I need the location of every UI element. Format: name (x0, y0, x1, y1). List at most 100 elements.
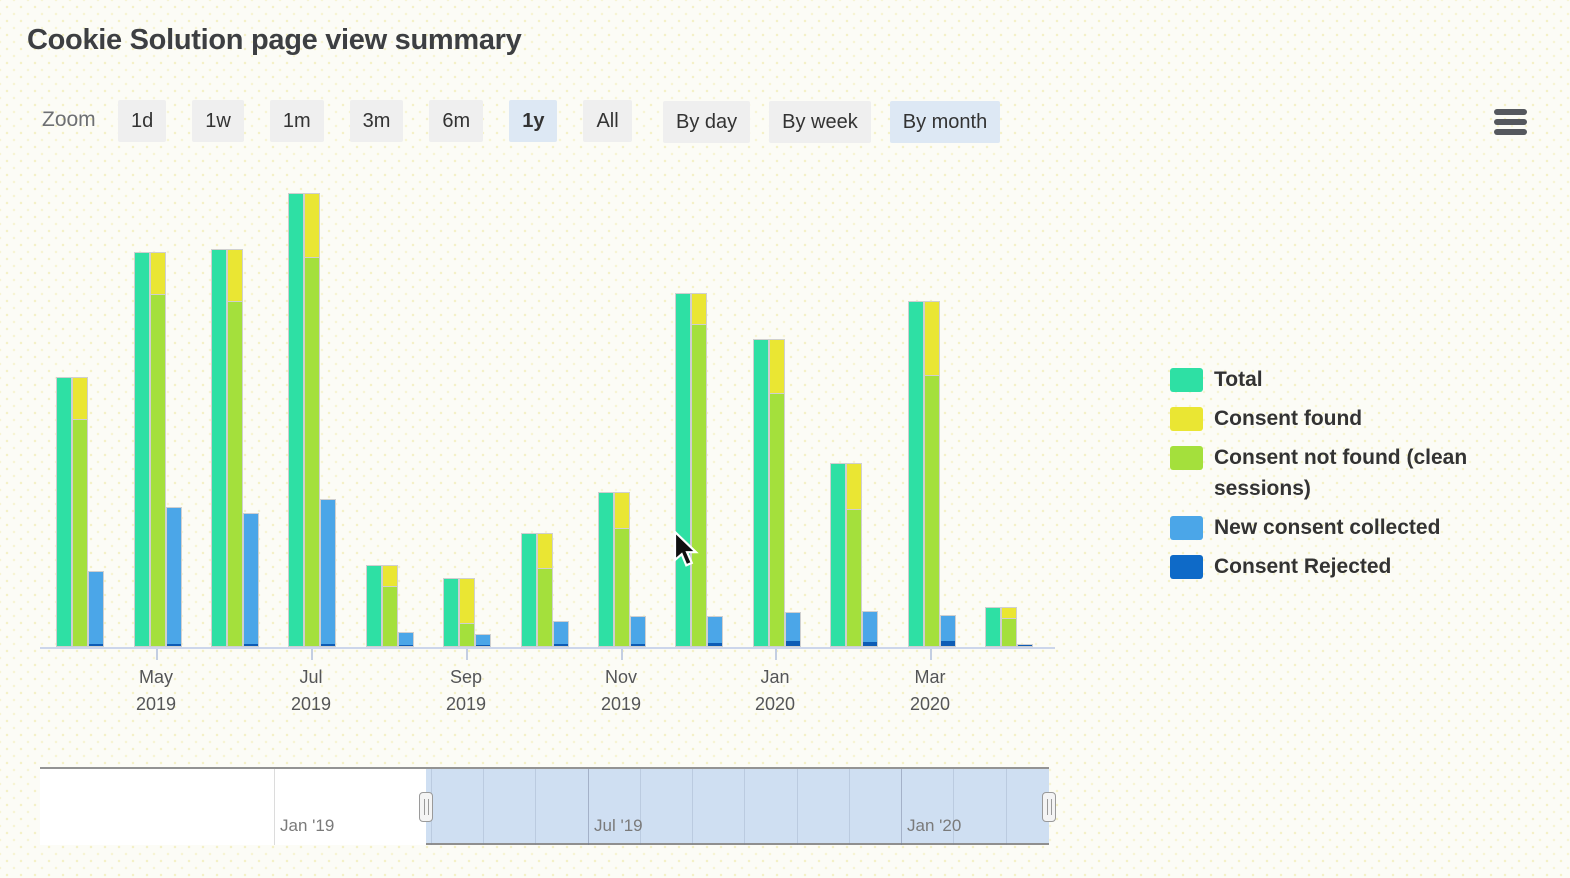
x-axis-label: Jul 2019 (290, 667, 332, 714)
bar-consent-found-feb-2020 (847, 464, 861, 510)
navigator-right-handle[interactable] (1042, 792, 1056, 822)
legend-item-total[interactable]: Total (1170, 364, 1560, 395)
navigator-gridline (535, 769, 536, 845)
zoom-button-all[interactable]: All (583, 100, 632, 142)
bar-new-consent-jul-2019[interactable] (320, 499, 336, 647)
bar-consent-stack-aug-2019[interactable] (382, 565, 398, 647)
bar-consent-stack-may-2019[interactable] (150, 252, 166, 647)
legend-swatch-consent-not-found-clean-sessions (1170, 446, 1203, 470)
bar-new-consent-dec-2019[interactable] (707, 616, 723, 647)
bar-total-apr-2020[interactable] (985, 607, 1001, 647)
bar-new-consent-jan-2020[interactable] (785, 612, 801, 647)
bar-consent-stack-jul-2019[interactable] (304, 193, 320, 647)
x-axis-tick (775, 649, 777, 660)
legend-item-consent-found[interactable]: Consent found (1170, 403, 1560, 434)
bar-total-oct-2019[interactable] (521, 533, 537, 647)
bar-consent-stack-apr-2019[interactable] (72, 377, 88, 647)
bar-consent-rejected-may-2019 (167, 644, 181, 646)
bar-consent-rejected-nov-2019 (631, 644, 645, 646)
bar-new-consent-nov-2019[interactable] (630, 616, 646, 647)
bar-new-consent-apr-2020[interactable] (1017, 644, 1033, 647)
bar-total-jun-2019[interactable] (211, 249, 227, 647)
bar-consent-stack-sep-2019[interactable] (459, 578, 475, 647)
bar-consent-stack-dec-2019[interactable] (691, 293, 707, 647)
chart-legend: Total Consent found Consent not found (cle… (1170, 364, 1560, 590)
x-axis-label: Mar 2020 (909, 667, 951, 714)
navigator-unselected-range[interactable] (40, 769, 426, 845)
bar-consent-rejected-feb-2020 (863, 642, 877, 646)
navigator-axis-label: Jan '20 (907, 816, 962, 835)
x-axis-tick (930, 649, 932, 660)
group-button-by-week[interactable]: By week (769, 101, 871, 143)
bar-consent-found-jun-2019 (228, 250, 242, 302)
legend-item-consent-rejected[interactable]: Consent Rejected (1170, 551, 1560, 582)
x-axis-line (40, 647, 1055, 649)
navigator-gridline (692, 769, 693, 845)
bar-total-mar-2020[interactable] (908, 301, 924, 647)
bar-total-apr-2019[interactable] (56, 377, 72, 647)
navigator-gridline (640, 769, 641, 845)
bar-total-sep-2019[interactable] (443, 578, 459, 647)
bar-consent-rejected-aug-2019 (399, 645, 413, 646)
bar-consent-found-jan-2020 (770, 340, 784, 394)
bar-consent-stack-jun-2019[interactable] (227, 249, 243, 647)
zoom-button-1w[interactable]: 1w (192, 100, 244, 142)
bar-consent-stack-nov-2019[interactable] (614, 492, 630, 647)
zoom-button-1d[interactable]: 1d (118, 100, 167, 142)
zoom-button-6m[interactable]: 6m (429, 100, 484, 142)
bar-consent-rejected-jun-2019 (244, 644, 258, 646)
x-axis-tick (621, 649, 623, 660)
bar-new-consent-oct-2019[interactable] (553, 621, 569, 647)
bar-total-feb-2020[interactable] (830, 463, 846, 647)
chart-context-menu-button[interactable] (1490, 101, 1530, 139)
x-axis-label: Sep 2019 (445, 667, 487, 714)
zoom-button-1y[interactable]: 1y (509, 100, 558, 142)
bar-total-nov-2019[interactable] (598, 492, 614, 647)
legend-swatch-consent-found (1170, 407, 1203, 431)
x-axis-tick (156, 649, 158, 660)
legend-label: New consent collected (1214, 516, 1441, 539)
zoom-button-1m[interactable]: 1m (269, 100, 324, 142)
bar-new-consent-apr-2019[interactable] (88, 571, 104, 647)
x-axis-tick (466, 649, 468, 660)
bar-total-aug-2019[interactable] (366, 565, 382, 647)
bar-new-consent-mar-2020[interactable] (940, 615, 956, 647)
bar-consent-stack-oct-2019[interactable] (537, 533, 553, 647)
navigator-gridline (274, 769, 275, 845)
bar-new-consent-jun-2019[interactable] (243, 513, 259, 647)
legend-label: Consent not found (clean sessions) (1214, 446, 1468, 500)
chart-title: Cookie Solution page view summary (27, 24, 522, 56)
navigator-selected-range[interactable] (426, 769, 1049, 845)
zoom-button-3m[interactable]: 3m (349, 100, 404, 142)
bar-consent-rejected-sep-2019 (476, 645, 490, 646)
bar-new-consent-may-2019[interactable] (166, 507, 182, 647)
bar-consent-found-apr-2020 (1002, 608, 1016, 619)
zoom-range-label: Zoom (42, 108, 96, 131)
navigator-left-handle[interactable] (419, 792, 433, 822)
navigator-gridline (953, 769, 954, 845)
group-button-by-month[interactable]: By month (889, 101, 1001, 143)
bar-total-jan-2020[interactable] (753, 339, 769, 647)
zoom-button-group: 1d 1w 1m 3m 6m 1y All (118, 100, 632, 142)
bar-consent-found-may-2019 (151, 253, 165, 295)
bar-new-consent-sep-2019[interactable] (475, 634, 491, 647)
bar-new-consent-feb-2020[interactable] (862, 611, 878, 647)
legend-item-consent-not-found-clean-sessions[interactable]: Consent not found (clean sessions) (1170, 442, 1560, 504)
bar-consent-rejected-jan-2020 (786, 641, 800, 646)
legend-item-new-consent-collected[interactable]: New consent collected (1170, 512, 1560, 543)
bar-consent-stack-apr-2020[interactable] (1001, 607, 1017, 647)
navigator-gridline (797, 769, 798, 845)
navigator-gridline (744, 769, 745, 845)
hamburger-icon (1490, 109, 1530, 135)
bar-consent-stack-mar-2020[interactable] (924, 301, 940, 647)
bar-total-jul-2019[interactable] (288, 193, 304, 647)
bar-consent-found-nov-2019 (615, 493, 629, 529)
legend-label: Consent found (1214, 407, 1363, 430)
bar-new-consent-aug-2019[interactable] (398, 632, 414, 647)
group-button-by-day[interactable]: By day (663, 101, 751, 143)
bar-consent-rejected-apr-2020 (1018, 645, 1032, 646)
bar-consent-stack-jan-2020[interactable] (769, 339, 785, 647)
bar-consent-stack-feb-2020[interactable] (846, 463, 862, 647)
bar-total-dec-2019[interactable] (675, 293, 691, 647)
bar-total-may-2019[interactable] (134, 252, 150, 647)
